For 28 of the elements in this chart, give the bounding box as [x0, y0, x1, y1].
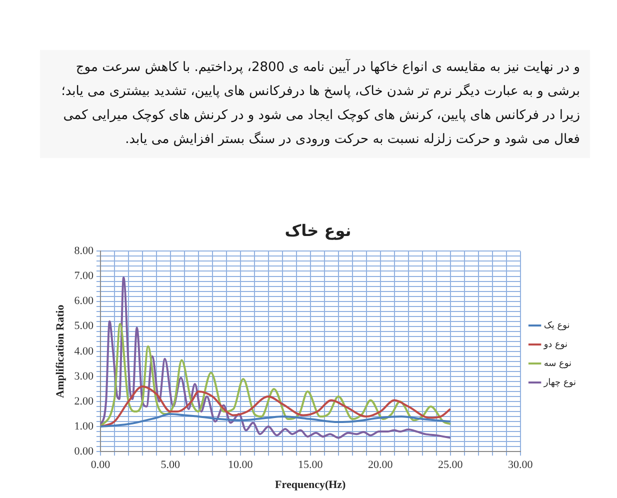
y-tick-label: 5.00 [74, 320, 94, 332]
line-series [100, 413, 452, 428]
legend-label: نوع یک [544, 320, 570, 331]
x-axis-title: Frequency(Hz) [275, 479, 346, 492]
x-tick-label: 20.00 [368, 459, 394, 472]
y-tick-label: 3.00 [74, 370, 94, 382]
y-tick-label: 4.00 [74, 345, 94, 358]
legend-label: نوع چهار [542, 378, 576, 388]
y-tick-label: 2.00 [74, 395, 94, 408]
y-tick-label: 0.00 [74, 445, 94, 458]
text: و در نهایت نیز به مقایسه ی انواع خاکها در آیین نامه ی 2800، پرداختیم. با کاهش سرعت موج برشی و به عبارت دیگر نرم تر شدن خاک، پاسخ ها درفرکانس های پایین، تشدید بیشتری می یابد؛ زیرا در فرکانس های پایین، کرنش های کوچک ایجاد می شود و در کرنش های کوچک میرایی کمی فعال می شود و حرکت زلزله نسبت به حرکت ورودی در سنگ بستر افزایش می یابد. [60, 58, 580, 149]
y-tick-label: 1.00 [74, 420, 94, 432]
y-tick-label: 8.00 [74, 245, 94, 258]
line-series [100, 276, 452, 439]
chart-title: نوع خاک [284, 220, 352, 240]
y-axis-title: Amplification Ratio [54, 304, 66, 398]
x-tick-label: 10.00 [228, 459, 254, 472]
y-tick-label: 6.00 [74, 295, 94, 308]
legend-label: نوع سه [544, 358, 572, 369]
line-series [100, 322, 452, 428]
x-tick-label: 25.00 [438, 459, 464, 472]
y-tick-label: 7.00 [74, 270, 94, 282]
legend-label: نوع دو [542, 340, 568, 350]
x-tick-label: 30.00 [508, 459, 534, 472]
line-series [100, 385, 452, 428]
x-tick-label: 0.00 [90, 459, 111, 472]
x-tick-label: 5.00 [160, 459, 181, 472]
x-tick-label: 15.00 [298, 459, 324, 472]
